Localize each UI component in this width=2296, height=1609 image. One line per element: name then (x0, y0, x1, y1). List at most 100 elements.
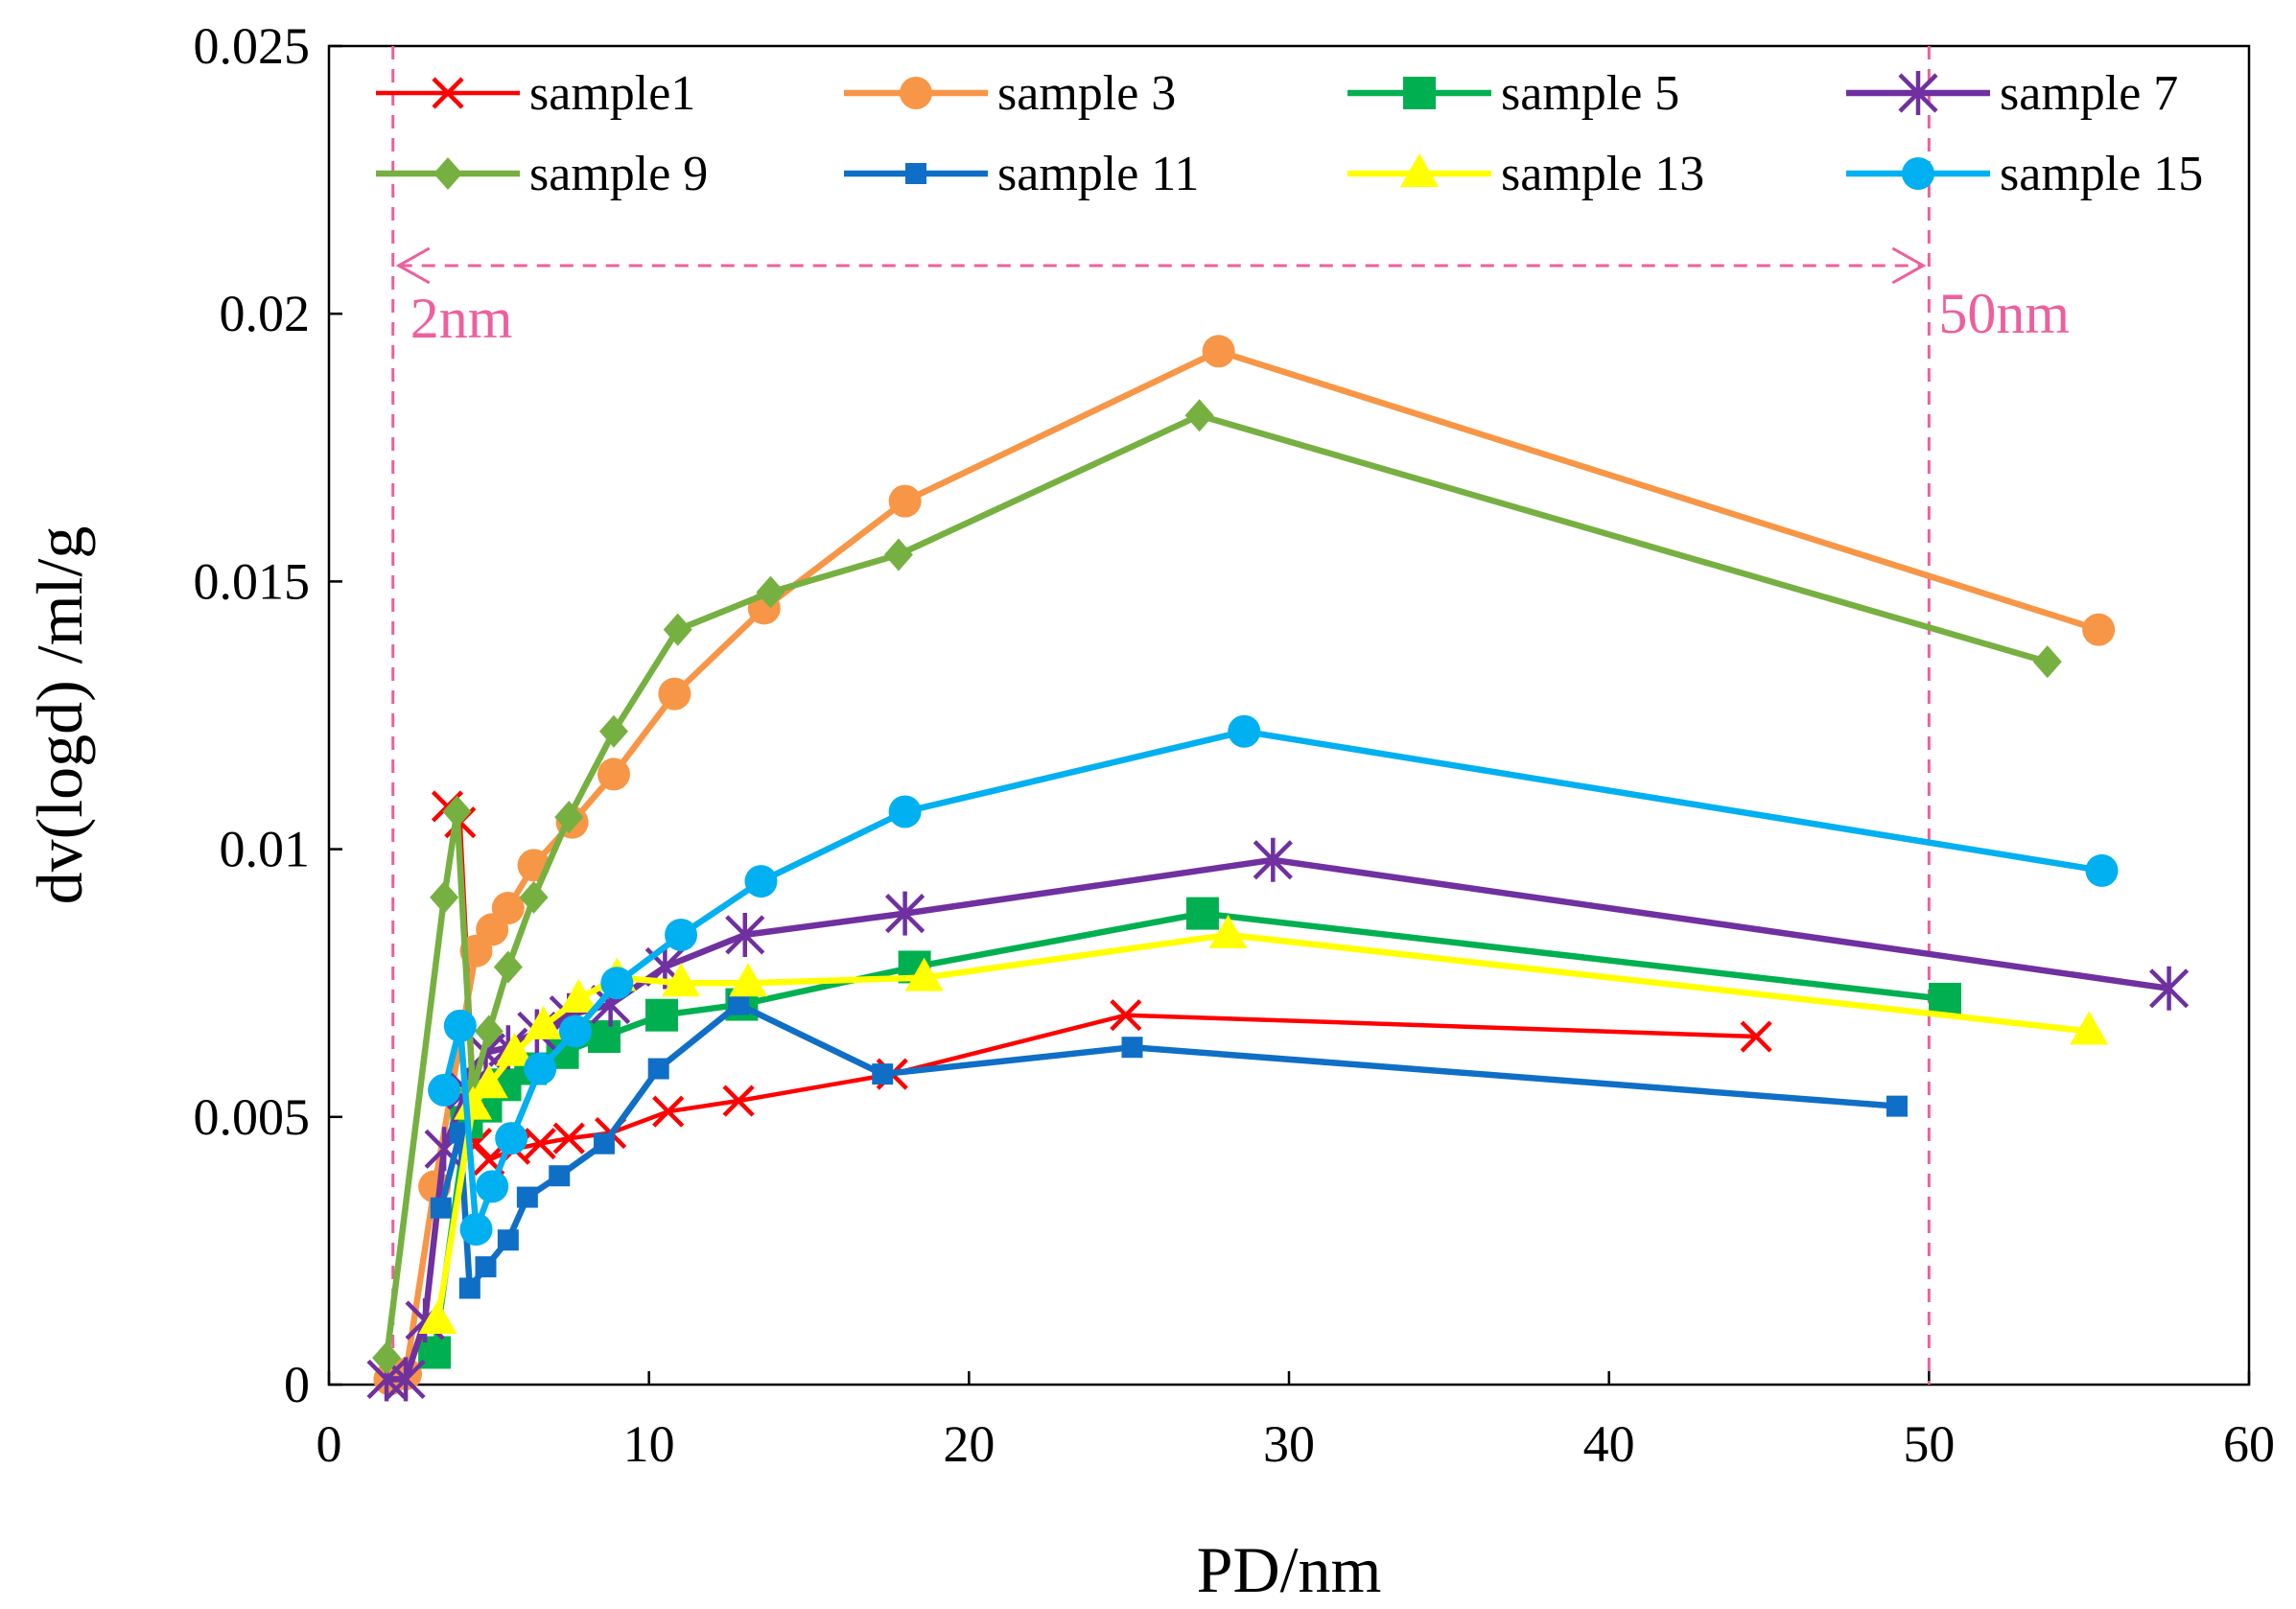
data-point-sample7 (386, 1357, 426, 1402)
data-point-sample1 (1110, 999, 1142, 1032)
x-tick-label: 20 (943, 1415, 995, 1473)
data-point-sample15 (888, 795, 922, 828)
data-point-sample11 (458, 1277, 480, 1299)
data-point-sample13 (418, 1299, 457, 1334)
data-point-sample3 (2082, 613, 2116, 646)
legend-swatch-marker (1403, 77, 1436, 109)
legend-entry-sample9: sample 9 (376, 147, 708, 201)
data-point-sample11 (549, 1165, 571, 1187)
legend-label: sample 5 (1501, 66, 1679, 121)
data-point-sample9 (430, 880, 459, 914)
legend-swatch-marker (900, 77, 932, 109)
data-point-sample15 (558, 1014, 592, 1048)
data-point-sample13 (904, 957, 944, 991)
data-point-sample15 (2085, 853, 2119, 887)
y-tick-label: 0.005 (194, 1088, 311, 1146)
legend-entry-sample3: sample 3 (844, 66, 1176, 121)
data-point-sample5 (587, 1020, 621, 1054)
series-sample15 (428, 714, 2119, 1247)
x-tick-label: 30 (1263, 1415, 1315, 1473)
data-point-sample1 (722, 1084, 755, 1117)
series-sample5 (418, 897, 1962, 1369)
data-point-sample7 (885, 891, 925, 936)
data-point-sample7 (2148, 966, 2190, 1011)
data-point-sample9 (442, 795, 472, 828)
series-line-sample11 (437, 1001, 1898, 1292)
legend-label: sample 9 (529, 147, 708, 201)
data-point-sample11 (1886, 1095, 1908, 1117)
data-point-sample13 (662, 963, 701, 997)
plot-area (327, 44, 2251, 1387)
legend-swatch-marker (1898, 71, 1938, 115)
data-point-sample13 (495, 1032, 534, 1066)
arrow-head-right (1891, 246, 1927, 285)
legend-swatch-marker (1400, 153, 1439, 187)
x-tick-label: 40 (1583, 1415, 1635, 1473)
data-point-sample5 (1929, 982, 1962, 1015)
legend-label: sample 3 (997, 66, 1176, 121)
data-point-sample15 (476, 1170, 509, 1203)
legend-swatch-marker (905, 163, 926, 184)
label-2nm: 2nm (410, 287, 513, 350)
legend-label: sample 7 (2000, 66, 2178, 121)
x-tick-label: 10 (623, 1415, 675, 1473)
data-point-sample3 (1202, 335, 1235, 368)
data-point-sample9 (756, 575, 785, 609)
data-point-sample9 (598, 714, 628, 748)
data-point-sample11 (497, 1229, 519, 1251)
series-sample11 (430, 993, 1908, 1299)
legend-entry-sample5: sample 5 (1347, 66, 1679, 121)
data-point-sample9 (1184, 399, 1214, 432)
data-point-sample9 (554, 801, 584, 834)
data-point-sample9 (663, 613, 692, 646)
data-point-sample13 (729, 963, 768, 997)
data-point-sample9 (493, 950, 523, 984)
axes: 0 10 20 30 40 50 60 0 0.005 0.01 0.015 0.02 0.025 (194, 17, 2276, 1473)
data-point-sample13 (559, 978, 598, 1013)
data-point-sample15 (443, 1009, 477, 1042)
data-point-sample11 (430, 1197, 452, 1219)
data-point-sample3 (491, 892, 525, 925)
legend-label: sample 15 (2000, 147, 2203, 201)
data-point-sample9 (474, 1014, 504, 1048)
data-point-sample13 (524, 1005, 563, 1039)
series-layer (366, 335, 2190, 1402)
data-point-sample15 (459, 1213, 493, 1247)
data-point-sample3 (658, 677, 691, 711)
y-tick-label: 0.01 (220, 821, 311, 878)
data-point-sample1 (652, 1095, 685, 1128)
data-point-sample5 (645, 998, 679, 1032)
data-point-sample3 (888, 484, 922, 518)
data-point-sample5 (1185, 897, 1219, 930)
legend-swatch-marker (1902, 157, 1934, 190)
data-point-sample15 (600, 967, 634, 1000)
data-point-sample9 (519, 880, 549, 914)
series-sample9 (372, 399, 2062, 1375)
legend-swatch-marker (432, 77, 464, 109)
data-point-sample15 (744, 865, 778, 898)
data-point-sample13 (2070, 1011, 2109, 1045)
legend-label: sample1 (529, 66, 695, 121)
y-tick-label: 0 (284, 1356, 310, 1413)
legend-label: sample 11 (997, 147, 1199, 201)
data-point-sample15 (428, 1073, 461, 1107)
data-point-sample11 (475, 1256, 497, 1278)
x-tick-label: 50 (1903, 1415, 1955, 1473)
x-tick-label: 60 (2223, 1415, 2275, 1473)
series-line-sample9 (383, 412, 2049, 1359)
data-point-sample1 (552, 1122, 585, 1154)
data-point-sample1 (524, 1128, 556, 1160)
legend-entry-sample1: sample1 (376, 66, 695, 121)
legend-entry-sample13: sample 13 (1347, 147, 1704, 201)
data-point-sample9 (883, 538, 913, 571)
x-axis-label: PD/nm (1197, 1533, 1382, 1606)
y-axis-label: dv(logd) /ml/g (23, 526, 96, 905)
boundary-annotations: 2nm 50nm (391, 46, 2070, 1385)
label-50nm: 50nm (1938, 282, 2070, 345)
data-point-sample1 (1740, 1020, 1772, 1053)
y-tick-label: 0.025 (194, 17, 311, 75)
data-point-sample13 (469, 1064, 508, 1099)
data-point-sample13 (454, 1085, 493, 1120)
data-point-sample15 (665, 918, 698, 951)
